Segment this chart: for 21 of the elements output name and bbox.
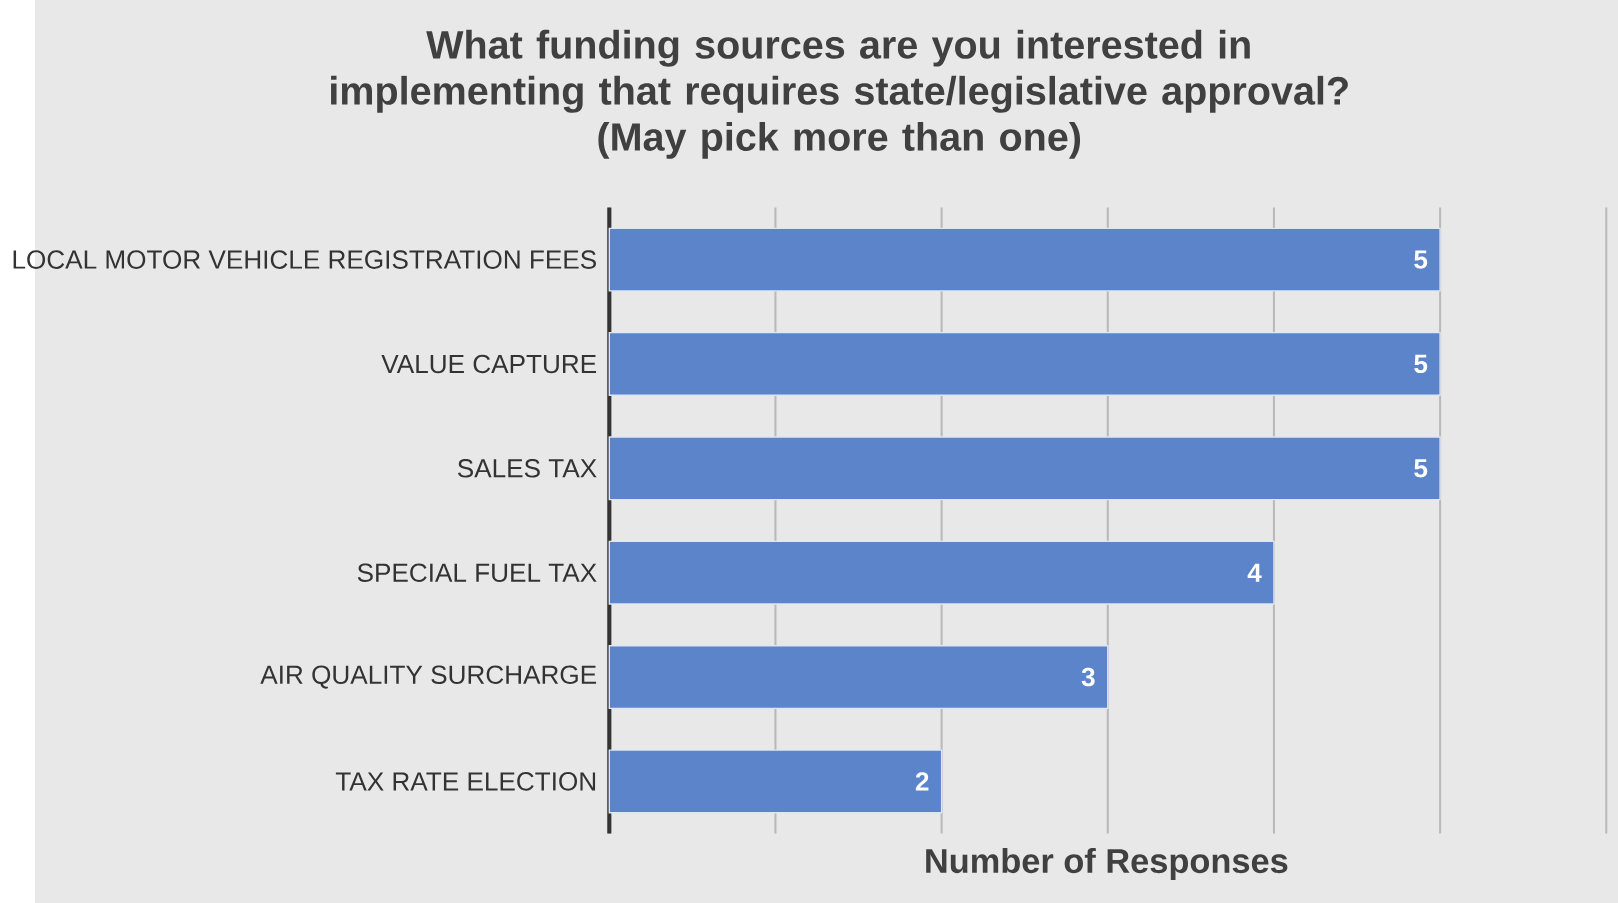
- y-tick-label: SPECIAL FUEL TAX: [357, 563, 597, 582]
- data-label: 5: [1414, 250, 1428, 269]
- chart-title: What funding sources are you interested in implementing that requires state/legislative approval?: [331, 29, 1348, 113]
- y-tick-label: LOCAL MOTOR VEHICLE REGISTRATION FEES: [13, 250, 596, 269]
- bar: [608, 331, 1441, 396]
- data-label: 5: [1414, 459, 1428, 478]
- x-axis-title: Number of Responses: [926, 847, 1288, 880]
- bar: [608, 436, 1441, 501]
- bar: [608, 227, 1441, 292]
- y-tick-label: TAX RATE ELECTION: [335, 772, 596, 791]
- chart-subtitle: (May pick more than one): [598, 121, 1081, 159]
- bar: [608, 645, 1109, 710]
- y-tick-label: SALES TAX: [457, 459, 597, 478]
- y-tick-label: AIR QUALITY SURCHARGE: [260, 665, 597, 689]
- data-label: 3: [1081, 667, 1095, 687]
- data-label: 4: [1247, 563, 1262, 582]
- data-label: 2: [915, 772, 929, 791]
- y-tick-label: VALUE CAPTURE: [381, 354, 597, 374]
- data-label: 5: [1414, 354, 1428, 374]
- bar: [608, 540, 1275, 605]
- bar: [608, 749, 943, 814]
